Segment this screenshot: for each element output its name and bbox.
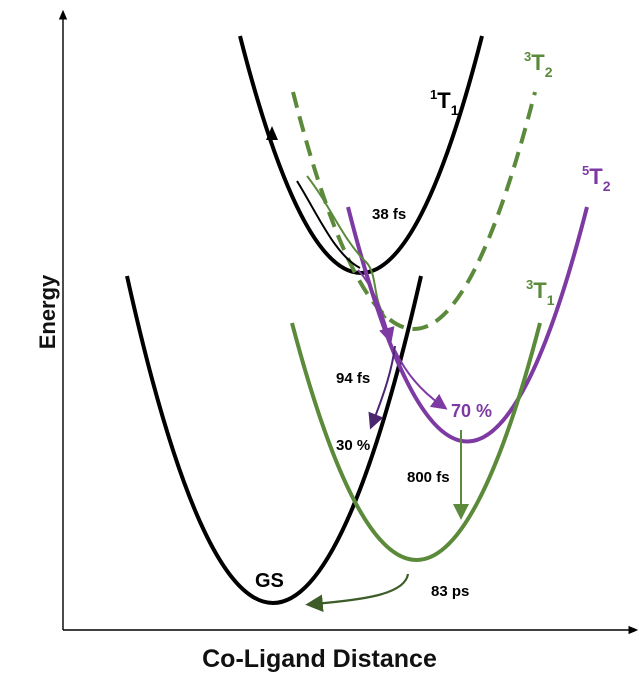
relaxation-arrow-purple <box>357 269 395 344</box>
label-triplet-t2: 3T2 <box>524 49 553 80</box>
annot-800fs: 800 fs <box>407 469 450 486</box>
annot-83ps: 83 ps <box>431 583 469 600</box>
x-axis-title: Co-Ligand Distance <box>202 645 437 673</box>
y-axis-title: Energy <box>35 274 60 350</box>
relaxation-path-black <box>296 180 361 269</box>
label-quintet-t2: 5T2 <box>582 163 611 194</box>
branch-arrow-70 <box>394 349 448 410</box>
annot-70pct: 70 % <box>451 401 492 421</box>
relaxation-path-green <box>306 175 387 319</box>
annot-94fs: 94 fs <box>336 370 370 387</box>
triplet-t2-curve <box>291 91 537 331</box>
label-singlet-t1: 1T1 <box>430 87 459 118</box>
singlet-t1-curve <box>238 35 484 275</box>
annot-30pct: 30 % <box>336 437 370 454</box>
label-ground-state: GS <box>255 570 284 592</box>
arrow-83ps <box>305 573 410 613</box>
branch-arrow-30 <box>368 345 396 430</box>
label-triplet-t1: 3T1 <box>526 277 555 308</box>
gs-curve <box>125 275 423 605</box>
annot-38fs: 38 fs <box>372 206 406 223</box>
quintet-t2-curve <box>346 206 589 444</box>
excitation-arrowhead <box>266 126 278 140</box>
triplet-t1-curve <box>290 322 542 562</box>
